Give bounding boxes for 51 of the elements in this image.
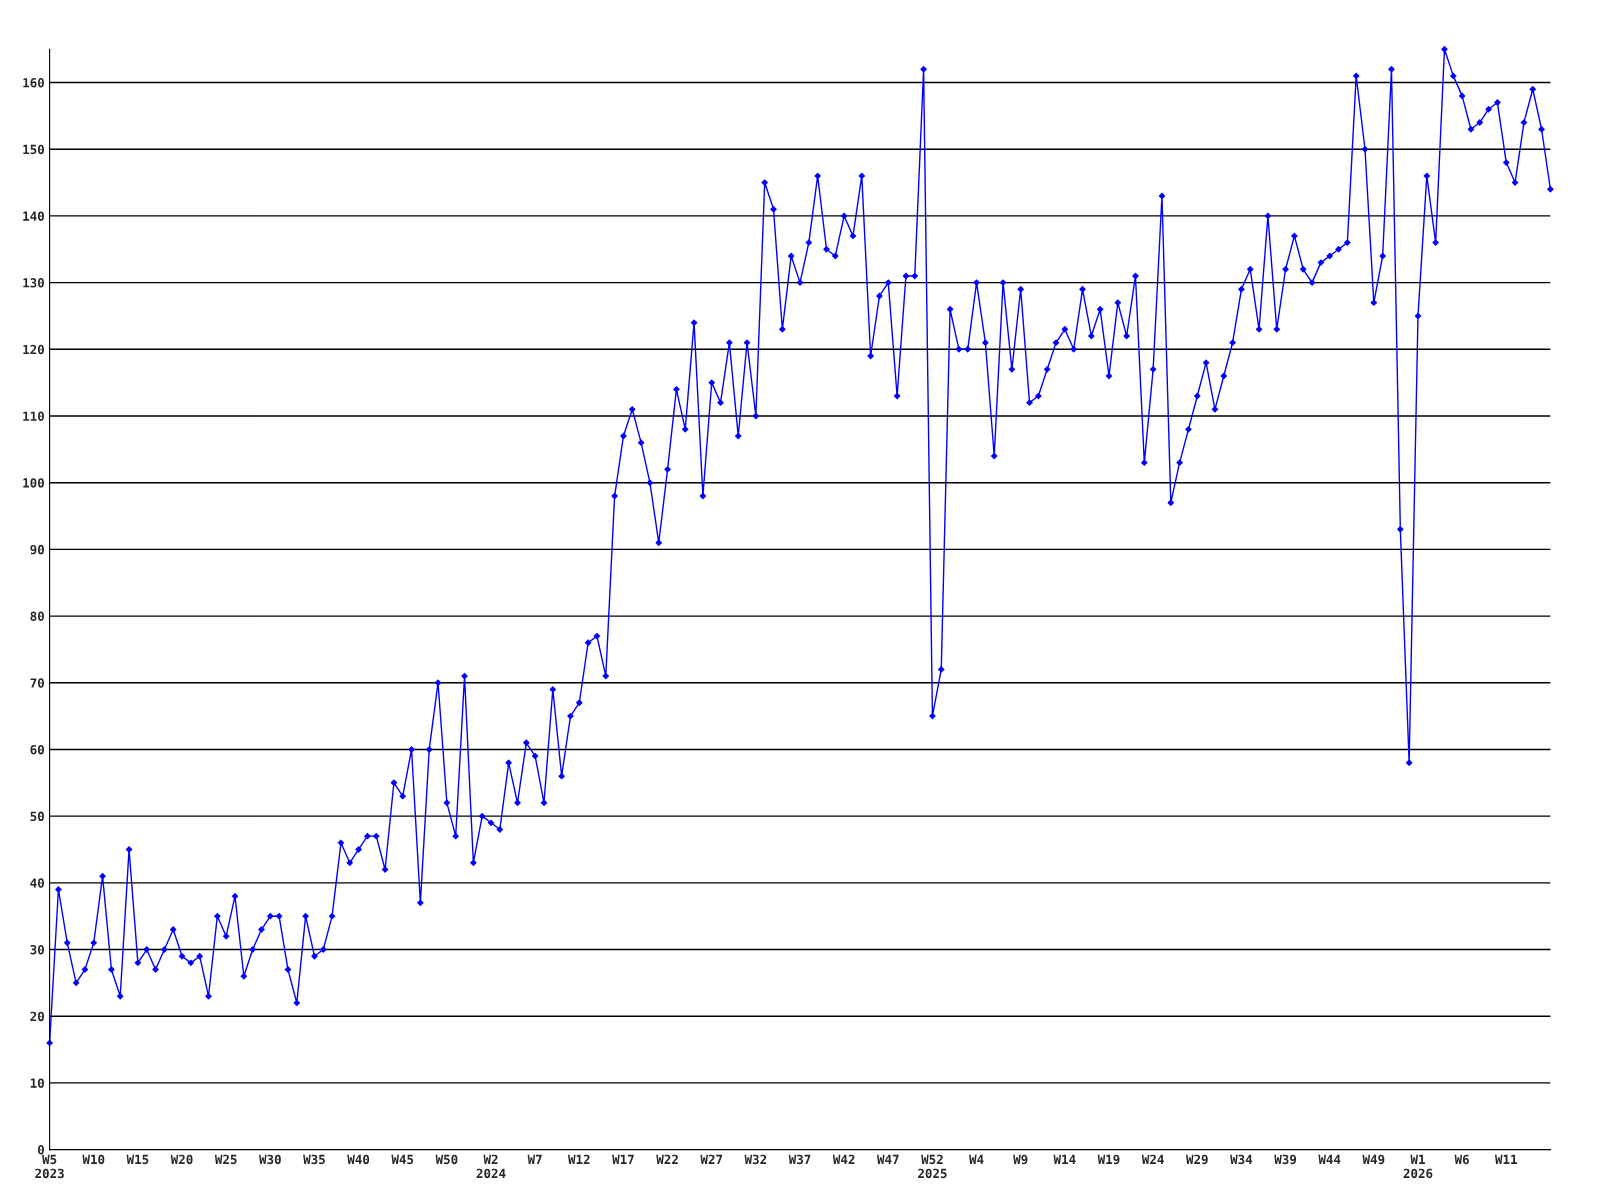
x-tick-label: W11 (1494, 1154, 1517, 1164)
x-tick-label: W35 (303, 1154, 325, 1165)
y-tick-label: 60 (30, 744, 44, 755)
x-tick-label: W49 (1362, 1154, 1385, 1165)
x-tick-label: W20 (170, 1154, 193, 1165)
x-tick-label: W47 (876, 1154, 899, 1164)
x-tick-label: W17 (612, 1154, 634, 1164)
x-tick-label: W34 (1230, 1154, 1253, 1165)
y-tick-label: 90 (30, 544, 44, 555)
y-tick-label: 50 (30, 811, 44, 822)
x-tick-label: W24 (1141, 1154, 1164, 1164)
x-tick-label: W39 (1274, 1154, 1297, 1165)
x-tick-label: W50 (435, 1154, 458, 1165)
x-tick-label: W2 2024 (476, 1154, 506, 1179)
x-tick-label: W40 (347, 1154, 370, 1165)
x-tick-label: W44 (1318, 1154, 1341, 1164)
x-tick-label: W29 (1185, 1154, 1208, 1165)
y-tick-label: 20 (30, 1011, 44, 1022)
y-tick-label: 100 (23, 478, 44, 488)
x-tick-label: W4 (969, 1154, 984, 1164)
x-tick-label: W25 (214, 1154, 237, 1165)
x-tick-label: W52 2025 (918, 1154, 947, 1179)
y-tick-label: 80 (30, 611, 44, 621)
x-tick-label: W42 (832, 1154, 855, 1164)
y-tick-label: 120 (23, 344, 44, 355)
x-tick-label: W1 2026 (1403, 1154, 1433, 1179)
x-tick-label: W5 2023 (35, 1154, 64, 1179)
x-tick-label: W32 (744, 1154, 767, 1165)
y-tick-label: 10 (30, 1078, 44, 1088)
x-tick-label: W6 (1454, 1154, 1469, 1165)
y-tick-label: 40 (30, 878, 44, 888)
x-tick-label: W37 (788, 1154, 811, 1165)
y-tick-label: 130 (23, 278, 44, 288)
x-tick-label: W15 (126, 1154, 149, 1165)
x-tick-label: W12 (568, 1154, 590, 1164)
y-tick-label: 140 (23, 211, 44, 221)
y-tick-label: 30 (30, 945, 44, 955)
x-tick-label: W9 (1013, 1154, 1028, 1165)
x-tick-label: W27 (700, 1154, 723, 1164)
x-tick-label: W19 (1097, 1154, 1120, 1165)
y-tick-label: 160 (23, 78, 44, 88)
x-tick-label: W22 (656, 1154, 678, 1164)
y-tick-label: 0 (37, 1145, 44, 1155)
x-tick-label: W10 (82, 1154, 105, 1165)
x-tick-label: W30 (259, 1154, 281, 1165)
x-tick-label: W45 (391, 1154, 414, 1165)
x-tick-label: W14 (1053, 1154, 1076, 1164)
y-tick-label: 150 (23, 144, 44, 155)
y-tick-label: 110 (23, 411, 44, 421)
x-tick-label: W7 (527, 1154, 542, 1164)
y-tick-label: 70 (30, 678, 44, 688)
